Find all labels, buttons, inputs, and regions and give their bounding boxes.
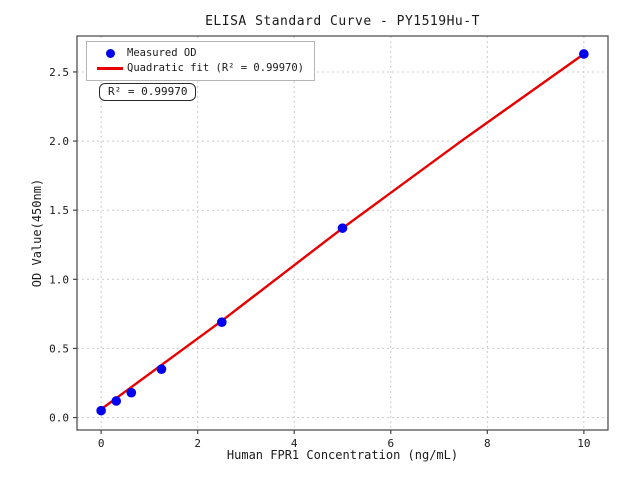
x-tick-label: 0 (98, 437, 105, 450)
data-point (217, 317, 227, 327)
x-axis-label: Human FPR1 Concentration (ng/mL) (226, 448, 459, 462)
scatter-marker-icon (105, 49, 115, 58)
y-tick-label: 0.5 (49, 342, 69, 355)
legend: Measured OD Quadratic fit (R² = 0.99970) (86, 41, 316, 81)
y-tick-label: 2.5 (49, 66, 69, 79)
r-squared-annotation: R² = 0.99970 (99, 83, 197, 101)
x-tick-label: 6 (387, 437, 394, 450)
x-tick-label: 4 (291, 437, 298, 450)
x-tick-label: 2 (194, 437, 201, 450)
legend-item-quadratic-fit: Quadratic fit (R² = 0.99970) (93, 61, 304, 76)
line-marker-icon (97, 67, 123, 70)
data-point (111, 396, 122, 406)
legend-item-measured-od: Measured OD (93, 46, 304, 61)
data-point (156, 364, 167, 374)
legend-label-measured-od: Measured OD (127, 47, 197, 59)
x-tick-label: 10 (577, 437, 590, 450)
legend-label-quadratic-fit: Quadratic fit (R² = 0.99970) (127, 62, 305, 74)
y-tick-label: 1.5 (49, 204, 69, 217)
chart-title: ELISA Standard Curve - PY1519Hu-T (205, 14, 480, 29)
plot-border (76, 35, 609, 431)
y-tick-label: 0.0 (49, 412, 69, 425)
x-tick-label: 8 (484, 437, 491, 450)
data-point (126, 387, 137, 398)
y-tick-label: 1.0 (49, 273, 69, 286)
y-tick-label: 2.0 (49, 135, 69, 148)
data-point (96, 405, 106, 416)
data-point (337, 223, 348, 233)
data-point (579, 49, 589, 59)
